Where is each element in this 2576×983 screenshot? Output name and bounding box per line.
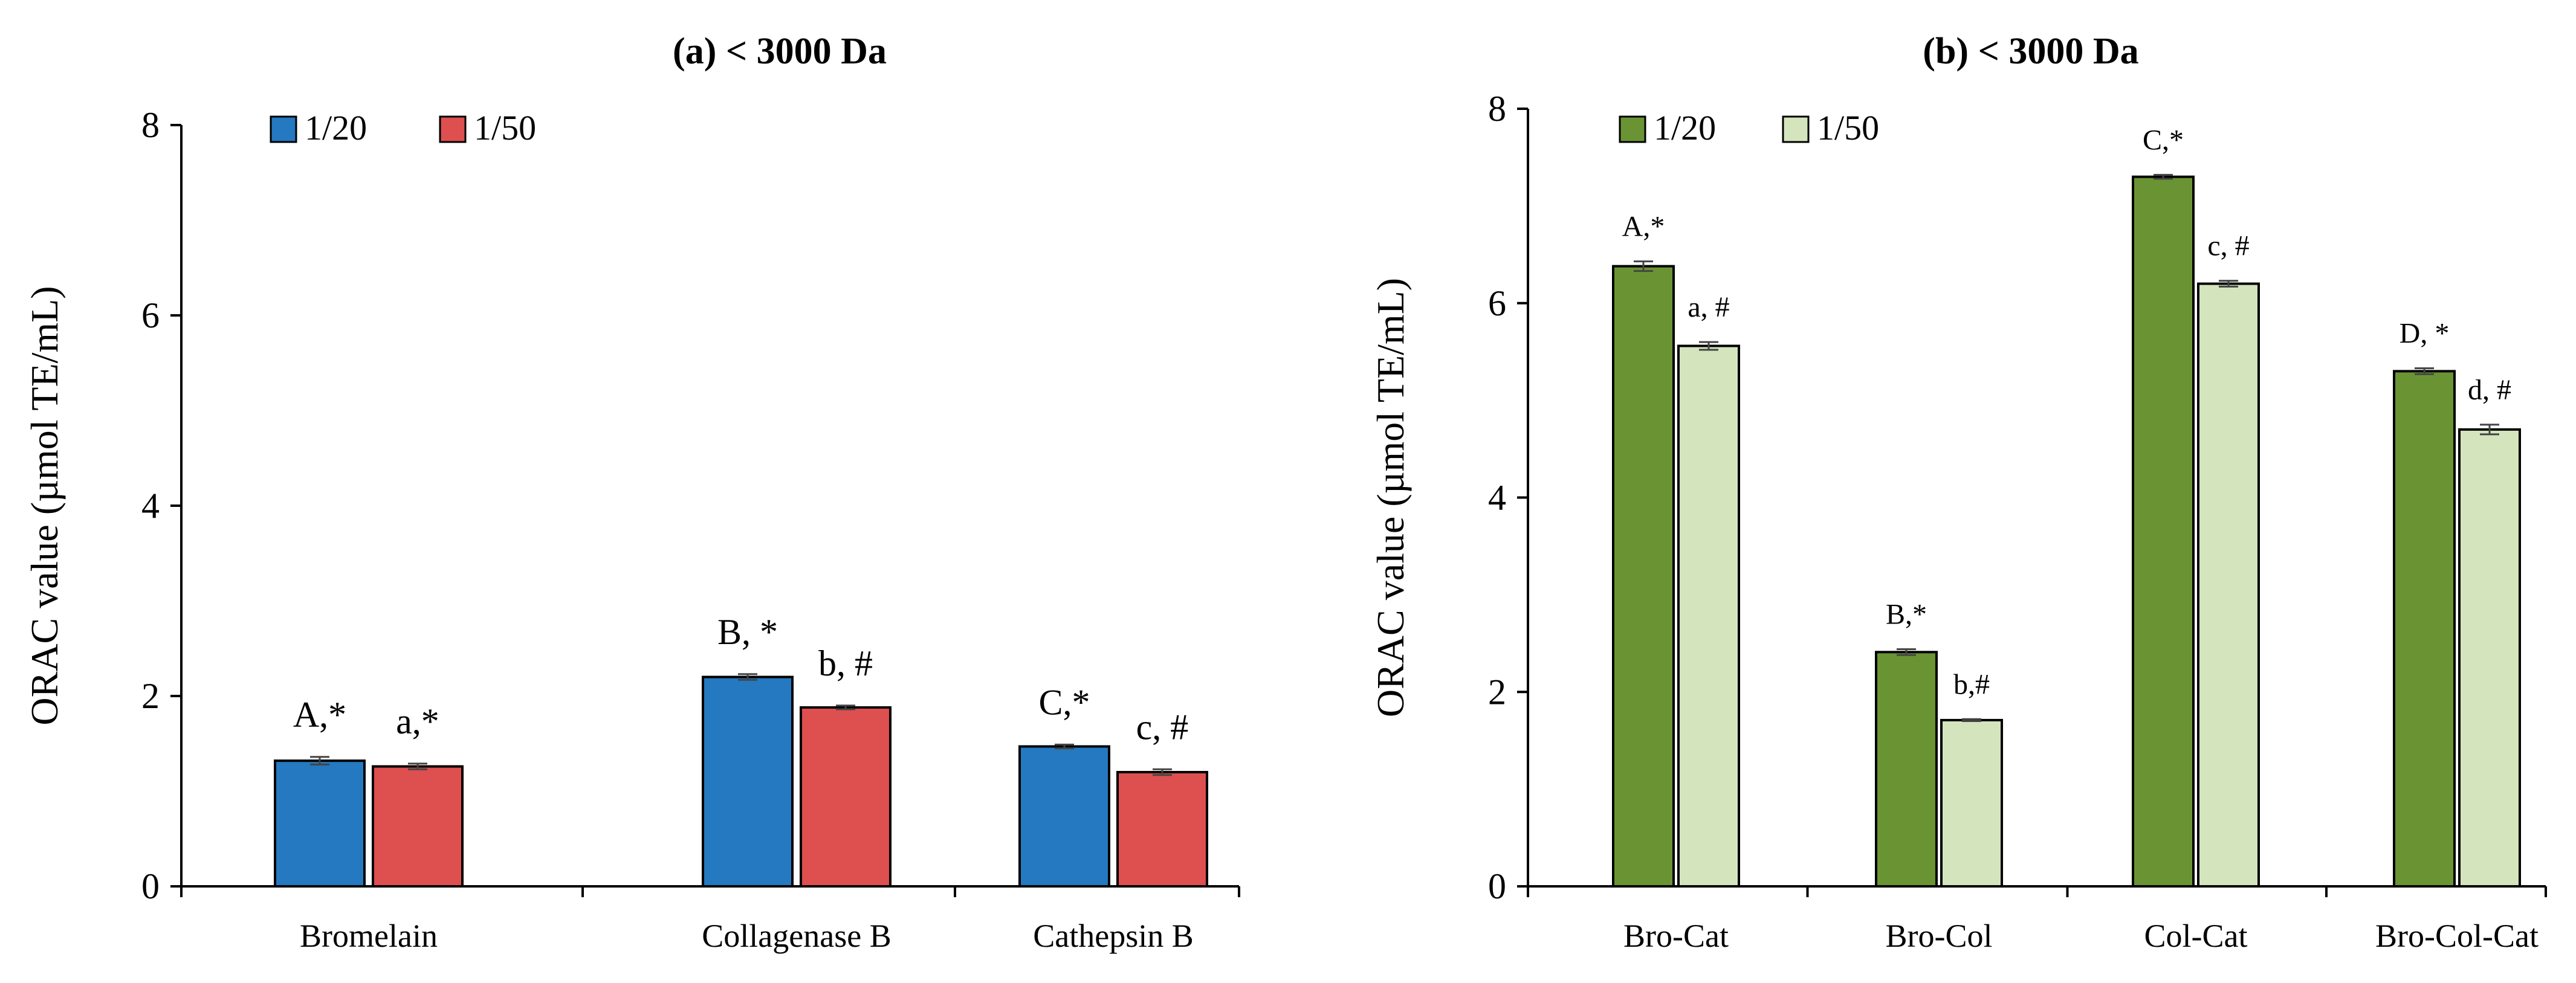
data-label: b, #: [818, 643, 873, 683]
bar: [1116, 771, 1208, 888]
data-label: B, *: [717, 612, 778, 652]
data-label: D, *: [2400, 318, 2450, 350]
y-tick-label: 8: [1488, 89, 1506, 129]
data-label: c, #: [1136, 707, 1189, 747]
y-tick-label: 4: [141, 486, 160, 526]
y-tick-label: 0: [141, 866, 160, 906]
legend-label: 1/20: [305, 108, 367, 147]
y-tick-label: 8: [141, 105, 160, 145]
bar: [2197, 282, 2260, 888]
bar: [1940, 718, 2003, 888]
x-category-label: Bro-Col: [1885, 918, 1992, 954]
legend-label: 1/50: [474, 108, 536, 147]
chart-title: (a) < 3000 Da: [673, 31, 887, 72]
chart-panel-a: (a) < 3000 Da ORAC value (µmol TE/mL) 0 2 4 6…: [23, 31, 1240, 954]
legend-label: 1/20: [1654, 108, 1716, 147]
bar: [372, 765, 464, 888]
y-axis-title: ORAC value (µmol TE/mL): [23, 286, 66, 725]
x-category-label: Bro-Col-Cat: [2375, 918, 2539, 954]
y-tick-label: 6: [141, 295, 160, 335]
x-category-label: Bromelain: [300, 918, 438, 954]
data-label: c, #: [2207, 230, 2249, 262]
bar: [702, 675, 794, 888]
y-axis-title: ORAC value (µmol TE/mL): [1369, 278, 1412, 717]
chart-title: (b) < 3000 Da: [1923, 31, 2138, 72]
y-tick-label: 2: [141, 676, 160, 716]
data-label: a,*: [396, 701, 439, 741]
bar: [1612, 265, 1675, 888]
data-label: A,*: [293, 695, 346, 735]
chart-panel-b: (b) < 3000 Da ORAC value (µmol TE/mL) 0 2 4 6…: [1369, 31, 2547, 954]
bar: [1018, 745, 1110, 888]
y-tick-label: 6: [1488, 283, 1506, 323]
data-label: a, #: [1688, 291, 1729, 323]
data-label: A,*: [1622, 211, 1665, 243]
data-label: d, #: [2468, 374, 2511, 406]
data-label: C,*: [2143, 124, 2184, 156]
legend-label: 1/50: [1817, 108, 1879, 147]
bar: [2393, 370, 2456, 888]
x-category-label: Collagenase B: [702, 918, 891, 954]
data-label: C,*: [1038, 682, 1090, 722]
legend-swatch: [1619, 115, 1646, 143]
legend-swatch: [439, 115, 467, 143]
legend-swatch: [270, 115, 297, 143]
bar: [1875, 651, 1938, 888]
x-category-label: Bro-Cat: [1623, 918, 1729, 954]
x-category-label: Col-Cat: [2144, 918, 2248, 954]
bar: [800, 706, 892, 888]
data-label: b,#: [1953, 668, 1990, 700]
x-category-label: Cathepsin B: [1033, 918, 1194, 954]
y-tick-label: 0: [1488, 866, 1506, 906]
bar: [1677, 344, 1740, 888]
bar: [274, 759, 366, 888]
y-tick-label: 2: [1488, 672, 1506, 712]
data-label: B,*: [1886, 598, 1927, 630]
bar: [2132, 175, 2195, 888]
y-tick-label: 4: [1488, 478, 1506, 518]
legend-swatch: [1782, 115, 1810, 143]
bar: [2458, 428, 2521, 888]
